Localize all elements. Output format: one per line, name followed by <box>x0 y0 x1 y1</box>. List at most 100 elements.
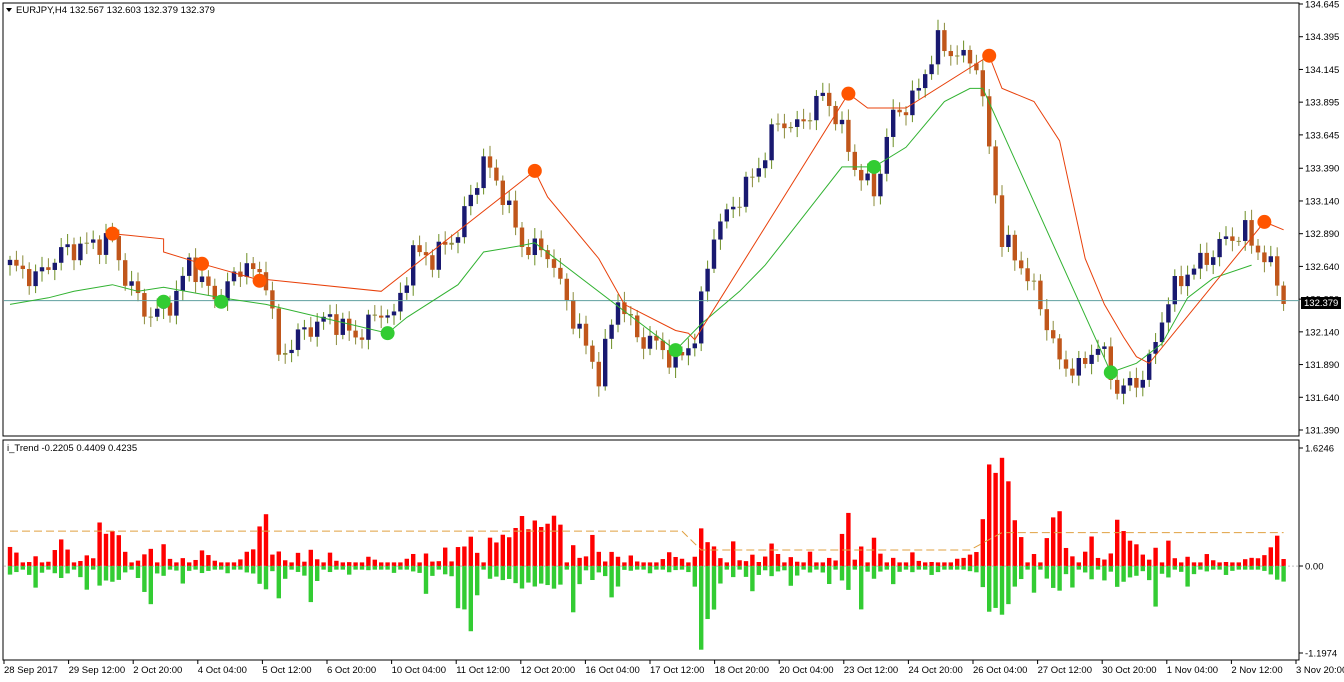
candle-body <box>468 194 473 207</box>
candle-body <box>231 271 237 282</box>
negative-bar <box>321 566 326 570</box>
positive-bar <box>91 558 96 567</box>
positive-bar <box>14 552 19 567</box>
negative-bar <box>334 566 339 570</box>
candle-body <box>1127 377 1133 386</box>
price-tick-label: 134.645 <box>1305 0 1339 11</box>
positive-bar <box>603 561 608 567</box>
negative-bar <box>935 566 941 573</box>
candle-body <box>897 109 902 113</box>
positive-bar <box>187 562 192 567</box>
positive-bar <box>961 557 966 567</box>
positive-bar <box>302 561 307 567</box>
positive-bar <box>135 560 141 567</box>
candle-body <box>999 195 1005 248</box>
candle-body <box>449 242 454 245</box>
negative-bar <box>219 566 224 570</box>
negative-bar <box>782 566 787 571</box>
candle-body <box>1179 276 1184 287</box>
candle-body <box>167 302 173 316</box>
candle-body <box>891 109 896 137</box>
time-tick-label: 6 Oct 20:00 <box>327 665 376 676</box>
price-tick-label: 133.140 <box>1305 196 1339 207</box>
negative-bar <box>52 566 57 574</box>
candle-body <box>334 314 339 335</box>
candle-body <box>1166 304 1171 323</box>
negative-bar <box>993 566 998 608</box>
candle-body <box>916 88 921 91</box>
candle-body <box>903 112 909 116</box>
positive-bar <box>225 562 230 567</box>
candle-body <box>398 292 403 312</box>
green-trend-line <box>9 87 1252 374</box>
candle-body <box>615 302 621 325</box>
negative-bar <box>820 566 825 573</box>
negative-bar <box>449 566 454 577</box>
candle-body <box>1006 234 1011 248</box>
sell-signal-dot <box>527 163 542 178</box>
positive-bar <box>1019 537 1024 567</box>
positive-bar <box>20 562 25 567</box>
positive-bar <box>1134 544 1139 567</box>
candle-body <box>270 290 275 309</box>
candle-body <box>251 263 256 270</box>
negative-bar <box>462 566 467 610</box>
positive-bar <box>1012 520 1017 567</box>
negative-bar <box>929 566 934 575</box>
positive-bar <box>276 551 281 567</box>
price-tick-label: 133.645 <box>1305 130 1339 141</box>
positive-bar <box>955 558 960 567</box>
positive-bar <box>699 528 704 567</box>
positive-bar <box>84 555 89 567</box>
positive-bar <box>1057 511 1062 567</box>
negative-bar <box>513 566 518 584</box>
candle-body <box>347 318 352 331</box>
price-tick-label: 133.895 <box>1305 98 1339 109</box>
positive-bar <box>436 561 441 567</box>
candle-body <box>1281 285 1286 304</box>
candle-body <box>423 252 429 256</box>
positive-bar <box>910 552 915 567</box>
candle-body <box>97 239 102 255</box>
negative-bar <box>359 566 365 570</box>
dropdown-arrow-icon[interactable] <box>6 8 12 12</box>
negative-bar <box>167 566 173 570</box>
positive-bar <box>340 562 345 567</box>
time-tick-label: 1 Nov 04:00 <box>1167 665 1218 676</box>
candle-body <box>942 30 947 52</box>
positive-bar <box>391 562 397 567</box>
negative-bar <box>891 566 896 585</box>
candle-body <box>807 120 813 122</box>
candle-body <box>20 265 25 270</box>
negative-bar <box>603 566 608 577</box>
candle-body <box>577 323 582 329</box>
candle-body <box>705 268 710 292</box>
candle-body <box>1044 309 1049 331</box>
positive-bar <box>859 546 864 567</box>
negative-bar <box>39 566 45 573</box>
positive-bar <box>500 534 505 567</box>
negative-bar <box>1179 566 1184 572</box>
positive-bar <box>667 552 672 567</box>
positive-bar <box>1127 540 1133 567</box>
negative-bar <box>1185 566 1190 587</box>
candle-body <box>1108 346 1113 380</box>
negative-bar <box>859 566 864 610</box>
buy-signal-dot <box>214 294 229 309</box>
negative-bar <box>340 566 345 570</box>
candle-body <box>103 233 109 255</box>
negative-bar <box>110 566 115 582</box>
candle-body <box>711 239 717 269</box>
candle-body <box>1255 245 1261 253</box>
positive-bar <box>718 558 723 567</box>
positive-bar <box>526 529 531 567</box>
positive-bar <box>724 562 729 567</box>
candle-body <box>257 269 262 273</box>
price-tick-label: 132.140 <box>1305 327 1339 338</box>
positive-bar <box>769 543 774 567</box>
positive-bar <box>788 557 793 567</box>
candle-body <box>187 257 192 276</box>
positive-bar <box>129 562 134 567</box>
candle-body <box>1012 234 1017 261</box>
